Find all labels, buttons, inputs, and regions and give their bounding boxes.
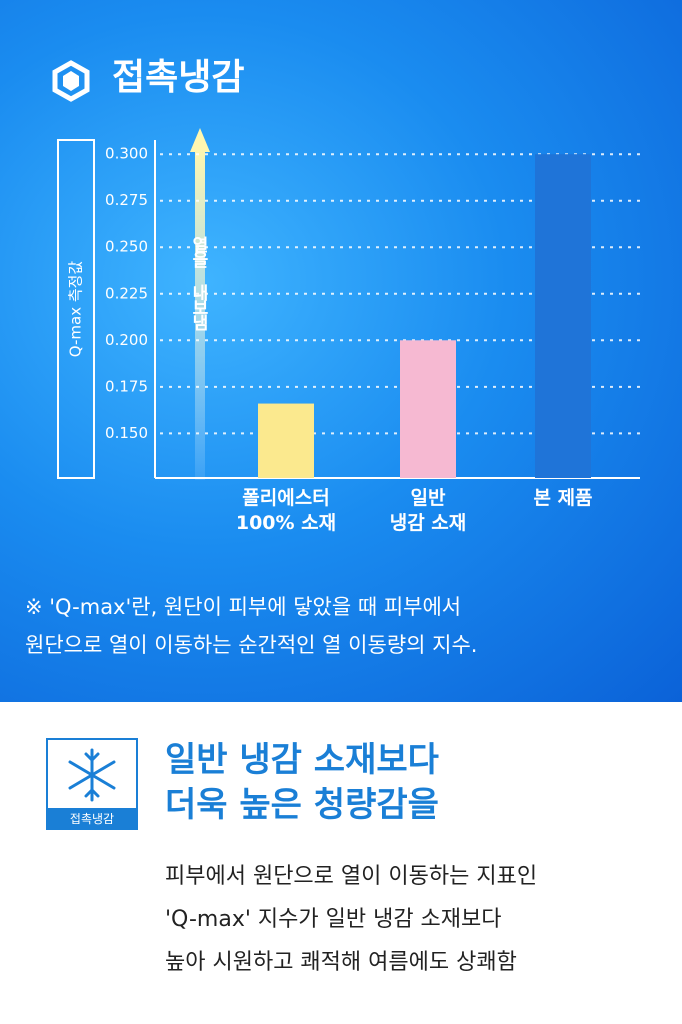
y-tick-label: 0.175 [105,377,148,395]
x-tick-label: 본 제품 [533,487,593,509]
y-label-box [57,139,95,479]
y-tick-label: 0.150 [105,424,148,442]
snowflake [68,748,116,802]
y-tick-label: 0.300 [105,145,148,163]
y-label: Q-max 측정값 [67,261,85,358]
bar [258,403,314,478]
bar [400,340,456,478]
logo [52,60,90,102]
y-tick-label: 0.200 [105,331,148,349]
y-tick-label: 0.275 [105,191,148,209]
chart-title: 접촉냉감 [112,57,245,98]
logo [63,71,79,91]
y-tick-label: 0.225 [105,284,148,302]
y-tick-label: 0.250 [105,238,148,256]
x-tick-label: 폴리에스터 100% 소재 [235,487,337,534]
bar [535,154,591,479]
heading: 일반 냉감 소재보다 더욱 높은 청량감을 [165,740,439,825]
arrow-head [190,128,210,152]
annotation: 열을 내보냄 [188,236,208,329]
arrow [195,150,205,480]
note: ※ 'Q-max'란, 원단이 피부에 닿았을 때 피부에서 원단으로 열이 이… [25,595,478,657]
body-text: 피부에서 원단으로 열이 이동하는 지표인 'Q-max' 지수가 일반 냉감 … [165,864,538,975]
chart: Q-max 측정값 0.150 0.175 0.200 0.225 0.250 0.275… [52,60,591,480]
badge-label: 접촉냉감 [46,808,138,830]
x-tick-label: 일반 냉감 소재 [389,487,467,534]
